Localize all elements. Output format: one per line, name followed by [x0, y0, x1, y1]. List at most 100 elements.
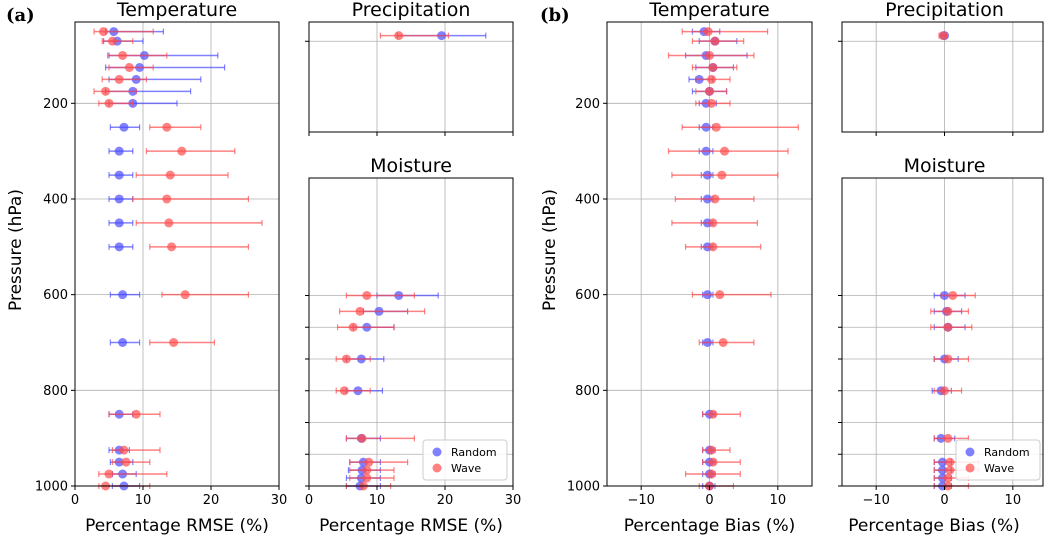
legend-label-random: Random [451, 446, 497, 459]
y-tick-label: 400 [43, 192, 68, 207]
data-point [162, 122, 172, 132]
data-point [943, 473, 953, 483]
x-tick-label: −10 [862, 493, 889, 508]
x-tick-label: 0 [305, 493, 313, 508]
data-point [707, 445, 717, 455]
data-point [943, 322, 953, 332]
legend-label-wave: Wave [984, 462, 1014, 475]
chart-a-moist: 0 10 20 30 Moisture Percentage RMSE (%) Random… [305, 155, 521, 536]
data-point [720, 146, 730, 156]
data-point [101, 86, 111, 96]
data-point [124, 62, 134, 72]
data-point [943, 433, 953, 443]
x-tick-label: −10 [627, 493, 654, 508]
data-point [114, 194, 124, 204]
data-point [104, 469, 114, 479]
legend-marker-random [432, 447, 442, 457]
x-axis-label: Percentage Bias (%) [848, 516, 1020, 536]
series-wave [379, 31, 449, 41]
chart-b-temp: −10 0 10 200 400 600 800 1000 Temperature Percent… [567, 0, 813, 536]
data-point [717, 170, 727, 180]
x-axis-label: Percentage RMSE (%) [85, 516, 269, 536]
data-point [708, 242, 718, 252]
data-point [118, 290, 128, 300]
legend-marker-random [965, 447, 975, 457]
series-wave [93, 27, 263, 491]
y-tick-label: 1000 [567, 480, 600, 495]
y-tick-label: 200 [575, 97, 600, 112]
legend-box [955, 439, 1041, 481]
chart-layer: 0 10 20 302004006008001000TemperaturePercen… [35, 0, 1044, 536]
data-point [162, 194, 172, 204]
plot-frame [74, 21, 280, 487]
data-point [362, 465, 372, 475]
data-point [708, 457, 718, 467]
x-tick-label: 10 [369, 493, 386, 508]
x-tick-label: 0 [705, 493, 713, 508]
x-tick-label: 0 [940, 493, 948, 508]
chart-title: Precipitation [352, 0, 471, 21]
legend-label-wave: Wave [451, 462, 481, 475]
y-axis-label-b: Pressure (hPa) [540, 189, 560, 311]
data-point [165, 170, 175, 180]
y-tick-label: 600 [575, 288, 600, 303]
x-tick-label: 0 [71, 493, 79, 508]
data-point [348, 322, 358, 332]
legend: Random Wave [955, 439, 1041, 481]
data-point [943, 306, 953, 316]
data-point [99, 27, 109, 37]
data-point [708, 62, 718, 72]
data-point [945, 465, 955, 475]
data-point [943, 354, 953, 364]
data-point [114, 242, 124, 252]
data-point [169, 337, 179, 347]
chart-a-temp: 0 10 20 30 200 400 600 800 1000 Temperature Percen… [35, 0, 287, 536]
data-point [121, 457, 131, 467]
data-point [705, 86, 714, 96]
chart-title: Temperature [116, 0, 237, 21]
y-tick-label: 400 [575, 192, 600, 207]
data-point [131, 409, 141, 419]
data-point [104, 98, 114, 108]
data-point [938, 31, 948, 41]
y-tick-label: 600 [43, 288, 68, 303]
legend-box [422, 439, 508, 481]
data-point [718, 337, 728, 347]
data-point [164, 218, 174, 228]
x-tick-label: 20 [437, 493, 454, 508]
data-point [711, 122, 721, 132]
data-point [710, 36, 720, 46]
x-tick-label: 20 [203, 493, 220, 508]
series-wave [938, 31, 948, 41]
x-tick-label: 10 [135, 493, 152, 508]
x-tick-label: 30 [505, 493, 522, 508]
data-point [940, 386, 949, 396]
legend: Random Wave [422, 439, 508, 481]
x-tick-label: 10 [770, 493, 787, 508]
data-point [355, 306, 365, 316]
data-point [177, 146, 187, 156]
data-point [708, 218, 718, 228]
legend-marker-wave [432, 463, 442, 473]
data-point [362, 473, 372, 483]
panel-label-b: (b) [540, 5, 570, 26]
x-tick-label: 30 [271, 493, 288, 508]
chart-title: Moisture [904, 155, 986, 177]
chart-title: Precipitation [885, 0, 1004, 21]
data-point [114, 146, 124, 156]
chart-b-precip: Precipitation [838, 0, 1044, 136]
chart-a-precip: Precipitation [305, 0, 514, 136]
y-tick-label: 800 [575, 384, 600, 399]
chart-b-moist: −10 0 10 Moisture Percentage Bias (%) Random W… [838, 155, 1044, 536]
x-tick-label: 10 [1005, 493, 1022, 508]
data-point [394, 31, 404, 41]
data-point [705, 50, 714, 60]
x-axis-label: Percentage RMSE (%) [319, 516, 503, 536]
legend-marker-wave [965, 463, 975, 473]
series-wave [667, 27, 799, 491]
y-tick-label: 200 [43, 97, 68, 112]
data-point [118, 337, 128, 347]
data-point [362, 290, 372, 300]
data-point [107, 36, 117, 46]
